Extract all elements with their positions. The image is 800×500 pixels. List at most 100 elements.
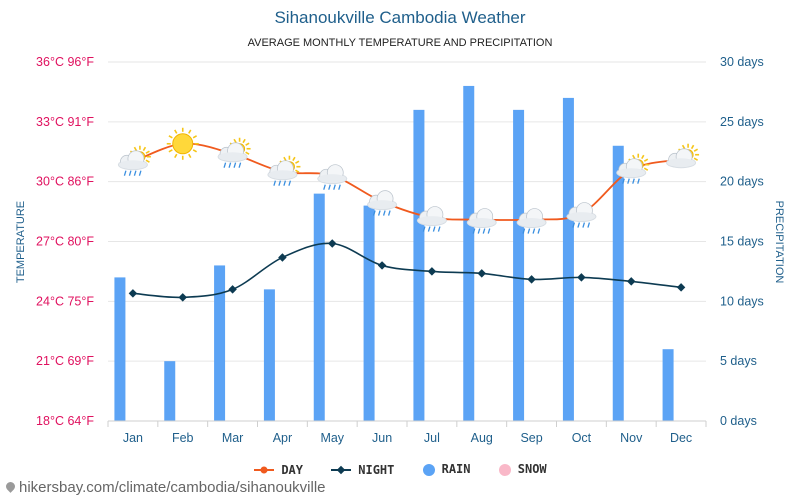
x-tick-label: Oct [572,431,592,445]
right-tick-label: 25 days [720,115,764,129]
cloud-body [218,152,247,162]
x-tick-label: Jun [372,431,392,445]
legend-day-label: DAY [281,462,304,477]
sun-ray [693,157,699,161]
sun-ray [145,150,150,154]
sun-ray [142,146,147,152]
sun-ray [192,149,198,153]
rain-drop [133,170,137,176]
night-point [228,285,237,294]
cloud-body [667,158,696,168]
night-point [278,253,287,262]
x-tick-label: Dec [670,431,692,445]
rain-bar [114,277,126,421]
cloud-body [118,160,147,170]
rain-drop [527,228,531,234]
climate-chart: Sihanoukville Cambodia Weather AVERAGE M… [15,8,785,445]
sun-ray [242,138,246,144]
legend-snow-marker [498,463,511,476]
rain-drop [627,178,630,184]
left-tick-label: 24°C 75°F [36,294,94,308]
chart-legend: DAY NIGHT RAIN SNOW [0,462,800,477]
legend-rain-label: RAIN [441,462,471,477]
rain-drop [283,180,287,186]
sun-cloud-rain-icon [616,153,650,184]
rain-drop [472,228,476,234]
cloud-rain-icon [317,164,348,190]
rain-bar [413,109,425,421]
x-tick-label: Nov [620,431,643,445]
sun-ray [292,156,296,162]
night-point [377,261,387,270]
cloud-body [567,212,596,222]
left-axis-label: TEMPERATURE [15,201,27,283]
night-point [527,275,536,284]
sun-ray [168,149,173,153]
rain-bar [164,361,176,421]
left-tick-label: 18°C 64°F [36,414,94,428]
weather-icons [117,127,700,234]
rain-drop [328,184,331,190]
rain-bar [263,289,275,421]
rain-drop [532,228,536,234]
rain-drop [582,222,586,228]
x-tick-label: Apr [273,431,292,445]
x-tick-label: May [320,431,344,445]
x-axis: Jan Feb Mar Apr May Jun Jul Aug Sep Oct Nov Dec [107,420,707,445]
temperature-lines [128,140,686,302]
source-link[interactable]: hikersbay.com/climate/cambodia/sihanoukv… [4,479,326,496]
rain-bar [562,97,574,422]
sun-ray [295,160,300,164]
right-tick-label: 0 days [720,414,757,428]
cloud-rain-icon [466,208,497,234]
right-tick-label: 5 days [720,354,757,368]
rain-drop [427,226,431,232]
x-tick-label: Mar [222,431,244,445]
rain-drop [487,228,491,234]
rain-drop [577,222,581,228]
x-tick-label: Jan [123,431,143,445]
rain-bar [214,265,226,421]
sun-ray [145,159,150,163]
rain-drop [278,180,282,186]
sun-ray [283,156,287,162]
grid [108,61,706,422]
legend-day-marker [254,466,275,474]
legend-snow[interactable]: SNOW [498,462,547,477]
rain-drop [123,170,127,176]
right-tick-label: 10 days [720,294,764,308]
cloud-body [268,170,297,180]
rain-drop [238,162,242,168]
sun-ray [690,144,695,150]
sun-ray [233,138,237,144]
right-tick-label: 15 days [720,235,764,249]
legend-night[interactable]: NIGHT [330,463,394,477]
rain-drop [477,228,481,234]
night-point [128,289,138,298]
sun-cloud-rain-icon [117,145,151,176]
sun-cloud-icon [666,143,700,169]
left-tick-label: 27°C 80°F [36,235,94,249]
sun-icon [166,127,199,160]
legend-rain[interactable]: RAIN [422,462,471,477]
sun-ray [632,154,636,160]
cloud-rain-icon [566,202,597,228]
rain-drop [223,162,227,168]
left-tick-label: 36°C 96°F [36,55,94,69]
rain-drop [273,180,277,186]
sun-ray [188,153,192,159]
x-tick-label: Aug [471,431,493,445]
rain-drop [233,162,237,168]
legend-rain-marker [422,463,435,476]
left-tick-label: 33°C 91°F [36,115,94,129]
rain-drop [228,162,232,168]
sun-ray [681,144,686,150]
rain-drop [323,184,326,190]
legend-day[interactable]: DAY [253,463,303,477]
cloud-rain-icon [516,208,547,234]
rain-drop [637,178,640,184]
sun-ray [245,151,250,155]
rain-drop [138,170,142,176]
rain-drop [572,222,576,228]
rain-drop [622,178,625,184]
